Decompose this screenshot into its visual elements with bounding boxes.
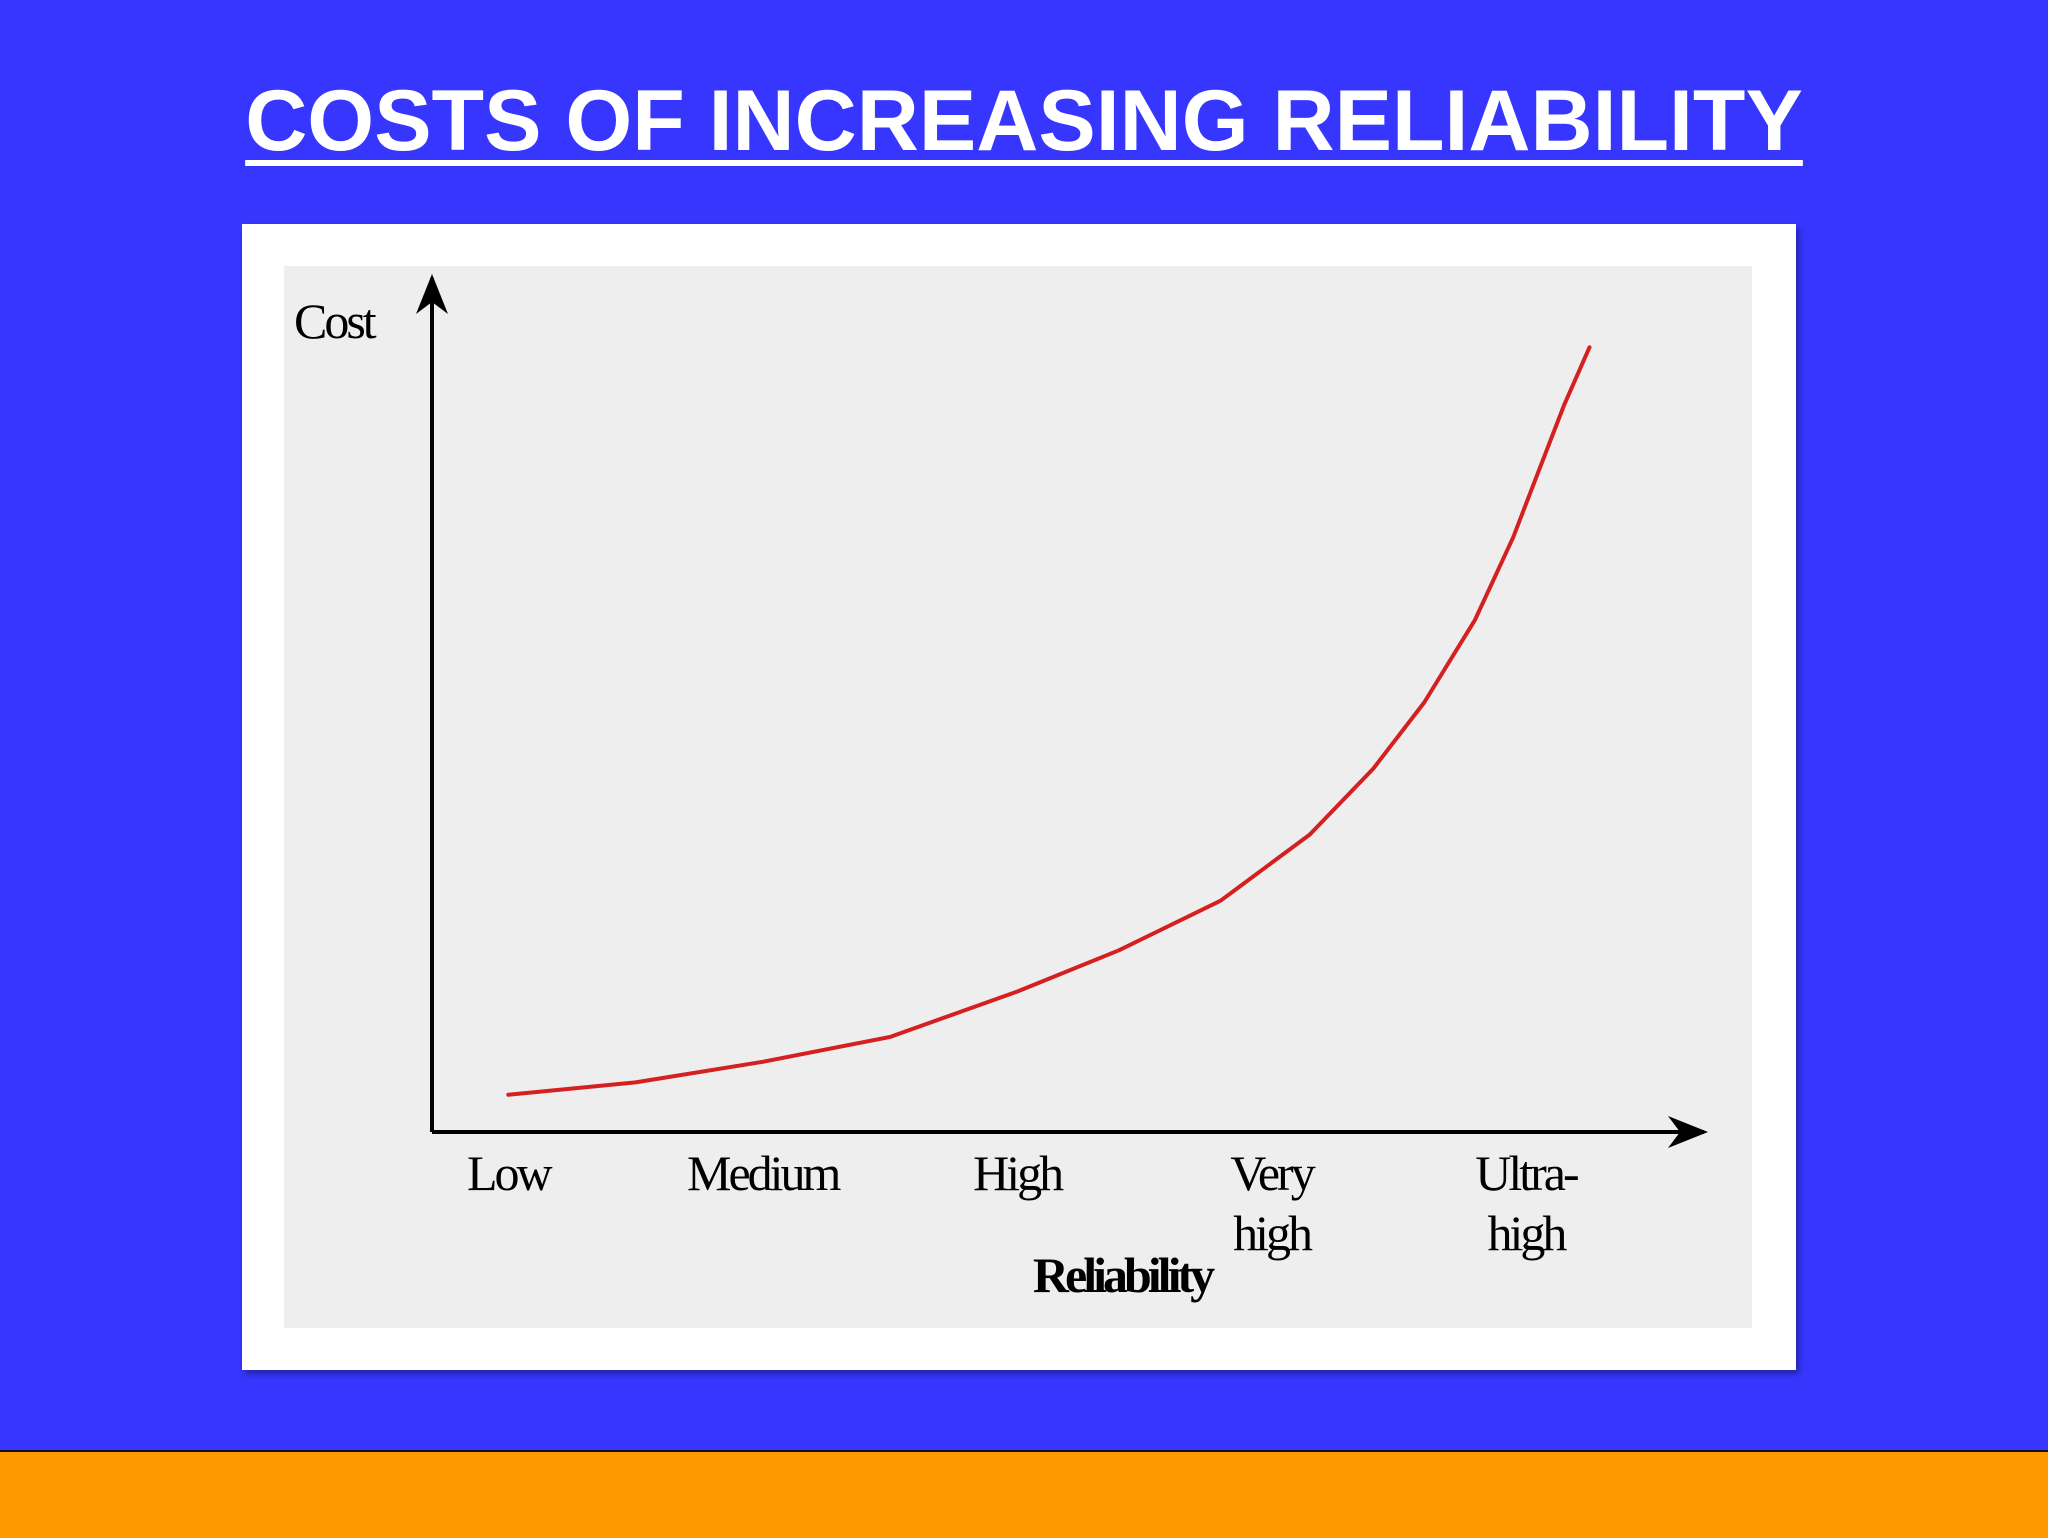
cost-reliability-chart: Cost Low Medium High Very high Ultra-high Relia… xyxy=(294,274,1708,1303)
slide-title: COSTS OF INCREASING RELIABILITY xyxy=(245,73,1803,169)
x-axis-label: Reliability xyxy=(1033,1247,1215,1303)
x-tick-label: Ultra-high xyxy=(1475,1145,1578,1261)
x-tick-label: Medium xyxy=(687,1145,842,1201)
x-tick-label: Low xyxy=(467,1145,553,1201)
y-axis-label: Cost xyxy=(294,293,377,349)
series-line-0 xyxy=(506,345,1592,1097)
x-tick-label: High xyxy=(973,1145,1064,1201)
chart-panel: Cost Low Medium High Very high Ultra-high Relia… xyxy=(284,266,1752,1328)
chart-frame: Cost Low Medium High Very high Ultra-high Relia… xyxy=(242,224,1796,1370)
x-tick-label: Very high xyxy=(1230,1145,1315,1261)
footer-bar xyxy=(0,1450,2048,1538)
